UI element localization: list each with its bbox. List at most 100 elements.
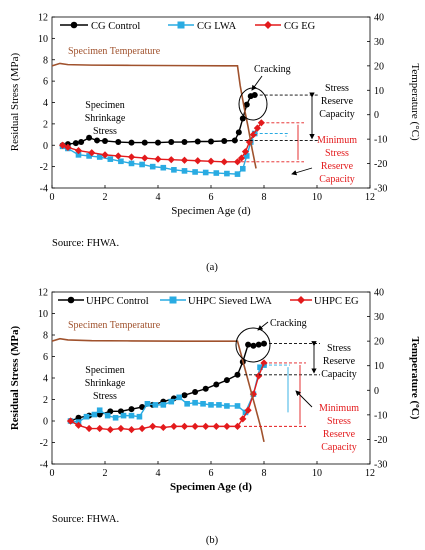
point-cg-control — [141, 139, 148, 146]
min-reserve-label-a-3: Reserve — [321, 161, 354, 172]
y-tick-label: 8 — [43, 55, 48, 66]
reserve-markers-a — [234, 92, 318, 163]
x-tick-label: 12 — [365, 468, 375, 479]
point-uhpc-sieved-lwa — [234, 403, 241, 409]
point-cg-lwa — [234, 171, 241, 177]
point-cg-lwa — [160, 164, 167, 171]
point-uhpc-control — [192, 388, 199, 395]
point-cg-lwa — [171, 167, 177, 173]
y2-tick-label: -20 — [374, 435, 387, 446]
point-cg-eg — [64, 143, 72, 151]
point-uhpc-eg — [180, 422, 189, 430]
point-cg-control — [181, 139, 188, 146]
point-cg-eg — [127, 153, 136, 161]
reserve-label-b-3: Capacity — [321, 369, 357, 380]
point-uhpc-eg — [85, 424, 93, 433]
panel-a: 0 2 4 6 8 10 12121086420-2-4403020100-10-20-30… — [9, 13, 421, 274]
cracking-arrow-b — [257, 321, 269, 331]
point-uhpc-eg — [106, 426, 114, 434]
y-tick-label: 10 — [38, 34, 48, 45]
point-uhpc-eg — [149, 422, 157, 430]
cracking-label-b: Cracking — [270, 318, 307, 329]
cracking-circle-b — [235, 327, 271, 363]
point-uhpc-eg — [233, 422, 242, 430]
point-uhpc-sieved-lwa — [176, 394, 182, 401]
series-line-specimen-temperature — [51, 62, 257, 169]
point-cg-eg — [180, 156, 189, 164]
shrinkage-label-b-2: Shrinkage — [85, 378, 126, 389]
shrinkage-label-a-1: Specimen — [85, 100, 124, 111]
point-cg-eg — [237, 154, 246, 162]
x-tick-label: 10 — [312, 192, 322, 203]
y2-tick-label: -10 — [374, 135, 387, 146]
point-cg-eg — [233, 158, 242, 166]
point-uhpc-eg — [74, 421, 83, 429]
y2-axis-label-a: Temperature (°C) — [409, 63, 421, 141]
point-cg-eg — [249, 130, 257, 139]
y2-tick-label: 0 — [374, 110, 379, 121]
reserve-label-b-2: Reserve — [323, 356, 356, 367]
point-cg-eg — [59, 141, 67, 149]
point-uhpc-control — [128, 406, 135, 413]
point-cg-eg — [88, 149, 96, 157]
legend-item-uhpc-lwa: UHPC Sieved LWA — [188, 296, 272, 307]
point-uhpc-sieved-lwa — [96, 407, 103, 414]
y2-tick-label: 30 — [374, 312, 384, 323]
point-cg-control — [194, 138, 201, 145]
point-uhpc-sieved-lwa — [112, 414, 119, 421]
shrinkage-label-b-1: Specimen — [85, 365, 124, 376]
y2-axis-label-b: Temperature (ºC) — [409, 337, 421, 420]
point-cg-lwa — [243, 153, 250, 159]
point-cg-lwa — [139, 161, 145, 168]
y2-tick-label: -20 — [374, 159, 387, 170]
y-tick-label: -4 — [40, 184, 48, 195]
point-cg-lwa — [107, 156, 114, 162]
x-tick-label: 0 — [50, 468, 55, 479]
point-uhpc-eg — [170, 422, 178, 430]
point-cg-eg — [101, 151, 109, 159]
point-uhpc-eg — [138, 424, 146, 433]
y-tick-label: 6 — [43, 77, 48, 88]
series-line-cg-control — [62, 94, 255, 146]
y-tick-label: 0 — [43, 417, 48, 428]
point-cg-eg — [167, 156, 175, 164]
point-cg-eg — [74, 146, 83, 155]
legend-item-uhpc-eg: UHPC EG — [314, 296, 359, 307]
point-cg-eg — [241, 148, 250, 156]
legend-item-cg-lwa: CG LWA — [197, 21, 237, 32]
point-uhpc-eg — [239, 415, 247, 423]
temperature-label-a: Specimen Temperature — [68, 46, 161, 57]
legend-item-cg-eg: CG EG — [284, 21, 316, 32]
legend-b: UHPC Control UHPC Sieved LWA UHPC EG — [58, 296, 359, 307]
y2-tick-label: -30 — [374, 184, 387, 195]
point-cg-control — [221, 137, 228, 144]
y-tick-label: -4 — [40, 460, 48, 471]
min-reserve-label-b-4: Capacity — [321, 442, 357, 453]
point-cg-eg — [253, 124, 261, 132]
shrinkage-label-b-3: Stress — [93, 391, 117, 402]
legend-item-uhpc-control: UHPC Control — [86, 296, 149, 307]
point-cg-control — [168, 139, 175, 146]
point-uhpc-sieved-lwa — [91, 411, 98, 418]
legend-marker-uhpc-control — [67, 296, 75, 304]
point-cg-eg — [220, 158, 228, 166]
point-cg-lwa — [181, 168, 188, 174]
source-a: Source: FHWA. — [52, 238, 119, 249]
point-cg-lwa — [240, 165, 246, 172]
min-reserve-label-a-2: Stress — [325, 148, 349, 159]
reserve-markers-b — [244, 341, 320, 427]
series-line-specimen-temperature — [51, 337, 265, 443]
min-reserve-arrow-b — [295, 390, 313, 408]
source-b: Source: FHWA. — [52, 514, 119, 525]
point-uhpc-eg — [191, 422, 199, 430]
point-uhpc-eg — [117, 424, 125, 433]
y2-tick-label: 0 — [374, 386, 379, 397]
point-uhpc-sieved-lwa — [136, 413, 143, 420]
point-uhpc-sieved-lwa — [257, 364, 263, 371]
min-reserve-label-b-3: Reserve — [323, 429, 356, 440]
series-b — [51, 337, 268, 443]
reserve-label-a-1: Stress — [325, 83, 349, 94]
x-tick-label: 4 — [156, 468, 161, 479]
point-cg-lwa — [213, 170, 220, 176]
point-uhpc-sieved-lwa — [192, 399, 198, 406]
